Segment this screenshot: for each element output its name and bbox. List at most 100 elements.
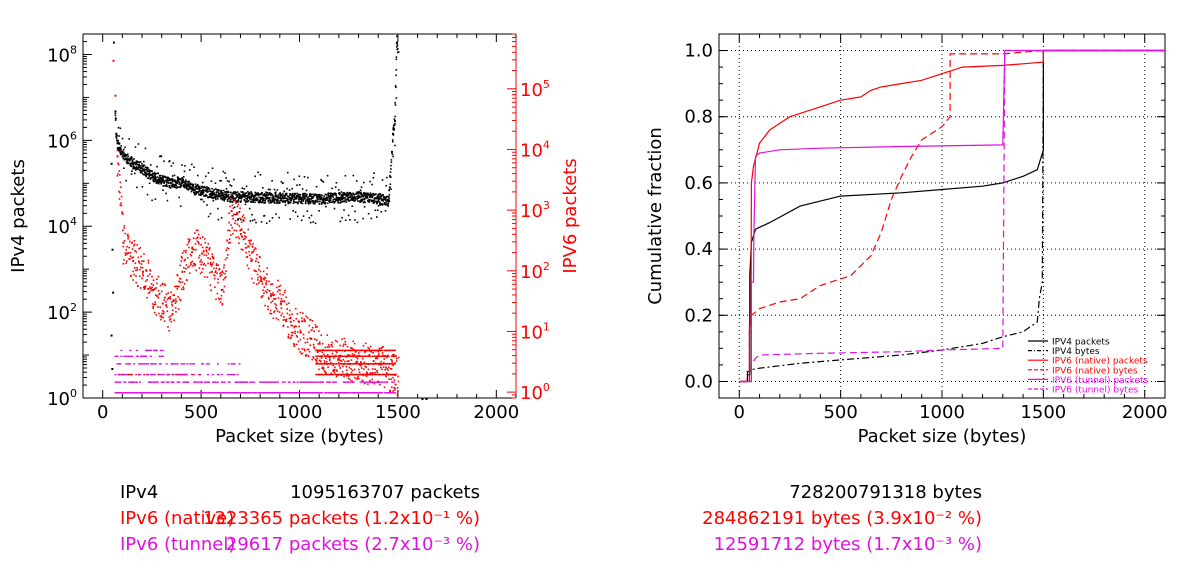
data-point: [222, 192, 224, 194]
data-point: [129, 363, 132, 365]
data-point: [226, 247, 228, 249]
data-point: [251, 219, 254, 222]
data-point: [228, 180, 231, 183]
data-point: [151, 289, 154, 291]
data-point: [318, 195, 320, 198]
data-point: [382, 198, 385, 201]
data-point: [287, 171, 289, 174]
data-point: [328, 392, 331, 394]
data-point: [353, 195, 355, 198]
data-point: [310, 338, 313, 340]
data-point: [123, 167, 125, 169]
data-point: [223, 198, 225, 201]
data-point: [272, 317, 275, 320]
data-point: [181, 257, 183, 259]
data-point: [305, 195, 308, 198]
data-point: [286, 187, 288, 190]
data-point: [271, 283, 274, 285]
data-point: [386, 381, 389, 383]
data-point: [110, 334, 113, 337]
data-point: [389, 389, 391, 392]
data-point: [397, 375, 399, 378]
data-point: [393, 363, 396, 365]
data-point: [226, 373, 229, 376]
data-point: [311, 197, 313, 199]
data-point: [260, 279, 262, 281]
data-point: [182, 286, 184, 288]
data-point: [224, 258, 227, 261]
data-point: [228, 191, 230, 194]
data-point: [233, 213, 235, 216]
data-point: [138, 165, 141, 167]
data-point: [110, 162, 113, 165]
data-point: [215, 188, 217, 190]
data-point: [204, 241, 207, 244]
data-point: [372, 177, 375, 179]
data-point: [270, 283, 272, 286]
data-point: [296, 336, 299, 338]
data-point: [364, 355, 367, 357]
data-point: [236, 194, 239, 196]
data-point: [240, 221, 243, 223]
data-point: [211, 196, 213, 198]
data-point: [262, 270, 265, 273]
data-point: [285, 296, 287, 299]
data-point: [353, 342, 356, 345]
data-point: [140, 167, 143, 169]
data-point: [235, 201, 238, 203]
data-point: [397, 356, 400, 359]
data-point: [362, 217, 364, 220]
data-point: [275, 200, 278, 203]
data-point: [303, 196, 306, 199]
data-point: [134, 250, 136, 252]
data-point: [345, 365, 348, 368]
data-point: [387, 204, 389, 206]
data-point: [318, 203, 321, 205]
data-point: [361, 367, 363, 369]
data-point: [251, 251, 254, 253]
data-point: [332, 364, 334, 367]
data-point: [294, 198, 297, 200]
data-point: [349, 373, 352, 376]
data-point: [148, 175, 151, 178]
data-point: [171, 178, 173, 180]
data-point: [306, 338, 309, 340]
data-point: [131, 156, 133, 159]
data-point: [226, 190, 228, 193]
data-point: [319, 343, 321, 345]
data-point: [343, 337, 346, 340]
data-point: [180, 363, 183, 365]
data-point: [154, 363, 157, 365]
data-point: [255, 257, 258, 260]
data-point: [264, 202, 266, 204]
data-point: [320, 194, 322, 196]
data-point: [183, 250, 185, 252]
data-point: [203, 250, 205, 253]
data-point: [284, 200, 286, 202]
data-point: [209, 271, 211, 274]
data-point: [328, 198, 331, 200]
data-point: [146, 193, 149, 196]
data-point: [238, 197, 240, 199]
data-point: [395, 41, 398, 44]
data-point: [351, 347, 353, 350]
data-point: [321, 342, 324, 345]
data-point: [272, 294, 275, 297]
data-point: [371, 355, 374, 357]
y-tick-label: 108: [47, 43, 77, 66]
data-point: [251, 195, 254, 197]
data-point: [278, 285, 280, 288]
data-point: [325, 194, 328, 196]
data-point: [152, 284, 155, 286]
data-point: [267, 194, 269, 197]
data-point: [354, 210, 356, 213]
data-point: [133, 158, 135, 160]
data-point: [214, 196, 216, 198]
data-point: [397, 51, 400, 53]
data-point: [261, 283, 264, 285]
data-point: [307, 381, 310, 383]
data-point: [262, 200, 264, 202]
data-point: [288, 189, 291, 191]
data-point: [385, 372, 388, 374]
data-point: [280, 300, 282, 303]
